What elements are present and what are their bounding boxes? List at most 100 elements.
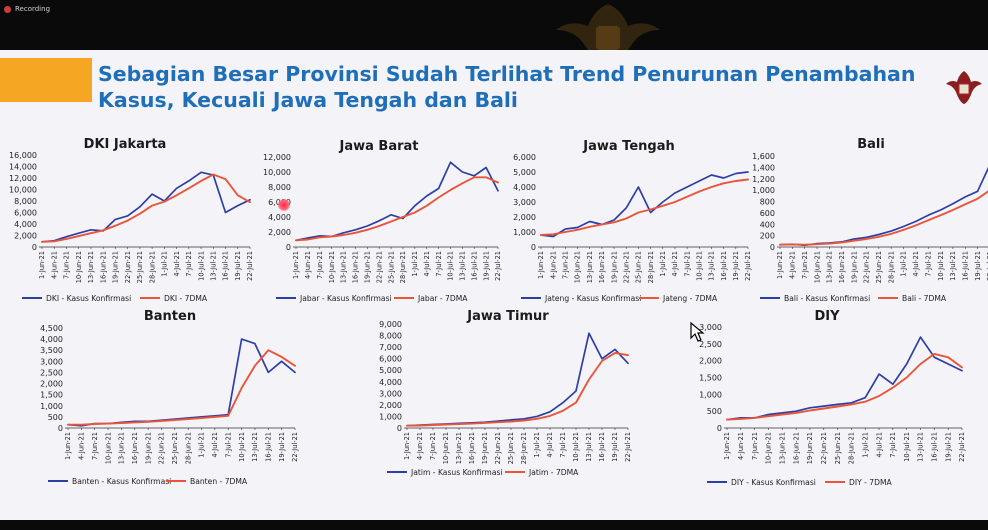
x-tick-label: 13-Jun-21 <box>778 432 786 464</box>
x-tick-label: 13-Jul-21 <box>949 251 957 281</box>
y-tick-label: 10,000 <box>9 186 37 195</box>
x-tick-label: 22-Jul-21 <box>494 251 502 281</box>
x-tick-label: 4-Jul-21 <box>912 251 920 277</box>
y-tick-label: 12,000 <box>263 153 291 162</box>
x-tick-label: 16-Jun-21 <box>598 251 606 283</box>
legend-entry: DKI - 7DMA <box>164 294 208 303</box>
chart-5: Jawa Timur 0 1,000 2,000 3,000 4,000 5,000 6,00… <box>379 309 632 477</box>
x-tick-label: 19-Jun-21 <box>144 432 152 464</box>
y-tick-label: 1,200 <box>752 175 775 184</box>
chart-0: DKI Jakarta 0 2,000 4,000 6,000 8,000 10,000 12… <box>9 137 254 303</box>
y-tick-label: 6,000 <box>513 153 536 162</box>
y-tick-label: 2,000 <box>40 380 63 389</box>
y-tick-label: 800 <box>760 198 775 207</box>
x-tick-label: 13-Jul-21 <box>708 251 716 281</box>
x-tick-label: 19-Jun-21 <box>850 251 858 283</box>
y-tick-label: 2,000 <box>14 232 37 241</box>
x-tick-label: 13-Jun-21 <box>340 251 348 283</box>
y-tick-label: 0 <box>717 424 722 433</box>
x-tick-label: 25-Jun-21 <box>136 251 144 283</box>
x-tick-label: 7-Jun-21 <box>801 251 809 279</box>
y-tick-label: 1,600 <box>752 152 775 161</box>
y-tick-label: 600 <box>760 209 775 218</box>
x-tick-label: 22-Jun-21 <box>375 251 383 283</box>
slide-title-line-2: Kasus, Kecuali Jawa Tengah dan Bali <box>98 88 518 112</box>
y-tick-label: 5,000 <box>379 366 402 375</box>
y-tick-label: 6,000 <box>379 355 402 364</box>
x-tick-label: 16-Jul-21 <box>961 251 969 281</box>
x-tick-label: 10-Jul-21 <box>238 432 246 462</box>
x-tick-label: 13-Jun-21 <box>118 432 126 464</box>
x-tick-label: 22-Jun-21 <box>124 251 132 283</box>
y-tick-label: 0 <box>397 424 402 433</box>
x-tick-label: 10-Jul-21 <box>903 432 911 462</box>
legend-entry: DIY - 7DMA <box>849 478 893 487</box>
x-tick-label: 1-Jun-21 <box>537 251 545 279</box>
y-tick-label: 9,000 <box>379 320 402 329</box>
x-tick-label: 7-Jun-21 <box>63 251 71 279</box>
legend-entry: Jabar - Kasus Konfirmasi <box>299 294 392 303</box>
garuda-emblem-icon <box>556 4 660 60</box>
y-tick-label: 500 <box>707 407 722 416</box>
x-tick-label: 10-Jun-21 <box>75 251 83 283</box>
x-tick-label: 7-Jun-21 <box>91 432 99 460</box>
x-tick-label: 13-Jul-21 <box>209 251 217 281</box>
legend-entry: DIY - Kasus Konfirmasi <box>731 478 816 487</box>
laser-pointer-icon <box>278 199 290 211</box>
charts-grid: DKI Jakarta 0 2,000 4,000 6,000 8,000 10,000 12… <box>9 137 988 487</box>
y-tick-label: 0 <box>32 243 37 252</box>
y-tick-label: 500 <box>48 413 63 422</box>
x-tick-label: 25-Jun-21 <box>834 432 842 464</box>
y-tick-label: 4,000 <box>513 183 536 192</box>
series-line-7dma <box>67 349 296 426</box>
x-tick-label: 4-Jun-21 <box>416 432 424 460</box>
x-tick-label: 28-Jun-21 <box>184 432 192 464</box>
y-tick-label: 1,000 <box>40 402 63 411</box>
legend-entry: DKI - Kasus Konfirmasi <box>46 294 131 303</box>
y-tick-label: 1,500 <box>699 374 722 383</box>
y-tick-label: 4,500 <box>40 324 63 333</box>
accent-bar <box>0 58 92 102</box>
y-tick-label: 2,000 <box>513 213 536 222</box>
x-tick-label: 25-Jun-21 <box>635 251 643 283</box>
series-line-7dma <box>41 173 251 243</box>
y-tick-label: 8,000 <box>268 183 291 192</box>
x-tick-label: 1-Jul-21 <box>659 251 667 277</box>
y-tick-label: 1,000 <box>513 228 536 237</box>
series-line-kasus <box>295 161 499 242</box>
y-tick-label: 0 <box>58 424 63 433</box>
x-tick-label: 4-Jun-21 <box>549 251 557 279</box>
y-tick-label: 10,000 <box>263 168 291 177</box>
legend-entry: Jateng - Kasus Konfirmasi <box>544 294 641 303</box>
x-tick-label: 28-Jun-21 <box>848 432 856 464</box>
recording-dot-icon <box>4 5 11 13</box>
y-tick-label: 7,000 <box>379 343 402 352</box>
x-tick-label: 16-Jul-21 <box>931 432 939 462</box>
x-tick-label: 16-Jun-21 <box>838 251 846 283</box>
x-tick-label: 4-Jul-21 <box>671 251 679 277</box>
x-tick-label: 10-Jun-21 <box>765 432 773 464</box>
x-tick-label: 28-Jun-21 <box>399 251 407 283</box>
x-tick-label: 1-Jun-21 <box>64 432 72 460</box>
x-tick-label: 13-Jun-21 <box>455 432 463 464</box>
x-tick-label: 10-Jun-21 <box>574 251 582 283</box>
chart-title: DKI Jakarta <box>84 137 167 152</box>
x-tick-label: 10-Jun-21 <box>813 251 821 283</box>
series-line-7dma <box>406 351 629 427</box>
y-tick-label: 400 <box>760 220 775 229</box>
x-tick-label: 28-Jun-21 <box>887 251 895 283</box>
slide-title: Sebagian Besar Provinsi Sudah Terlihat T… <box>98 61 948 113</box>
x-tick-label: 4-Jul-21 <box>875 432 883 458</box>
y-tick-label: 3,000 <box>379 389 402 398</box>
series-line-7dma <box>540 178 749 236</box>
series-line-kasus <box>67 338 296 427</box>
x-tick-label: 25-Jun-21 <box>387 251 395 283</box>
x-tick-label: 25-Jun-21 <box>875 251 883 283</box>
x-tick-label: 13-Jun-21 <box>586 251 594 283</box>
x-tick-label: 22-Jul-21 <box>246 251 254 281</box>
x-tick-label: 4-Jul-21 <box>173 251 181 277</box>
screen-bottom <box>0 520 988 530</box>
x-tick-label: 28-Jun-21 <box>647 251 655 283</box>
y-tick-label: 4,000 <box>40 335 63 344</box>
x-tick-label: 16-Jun-21 <box>352 251 360 283</box>
